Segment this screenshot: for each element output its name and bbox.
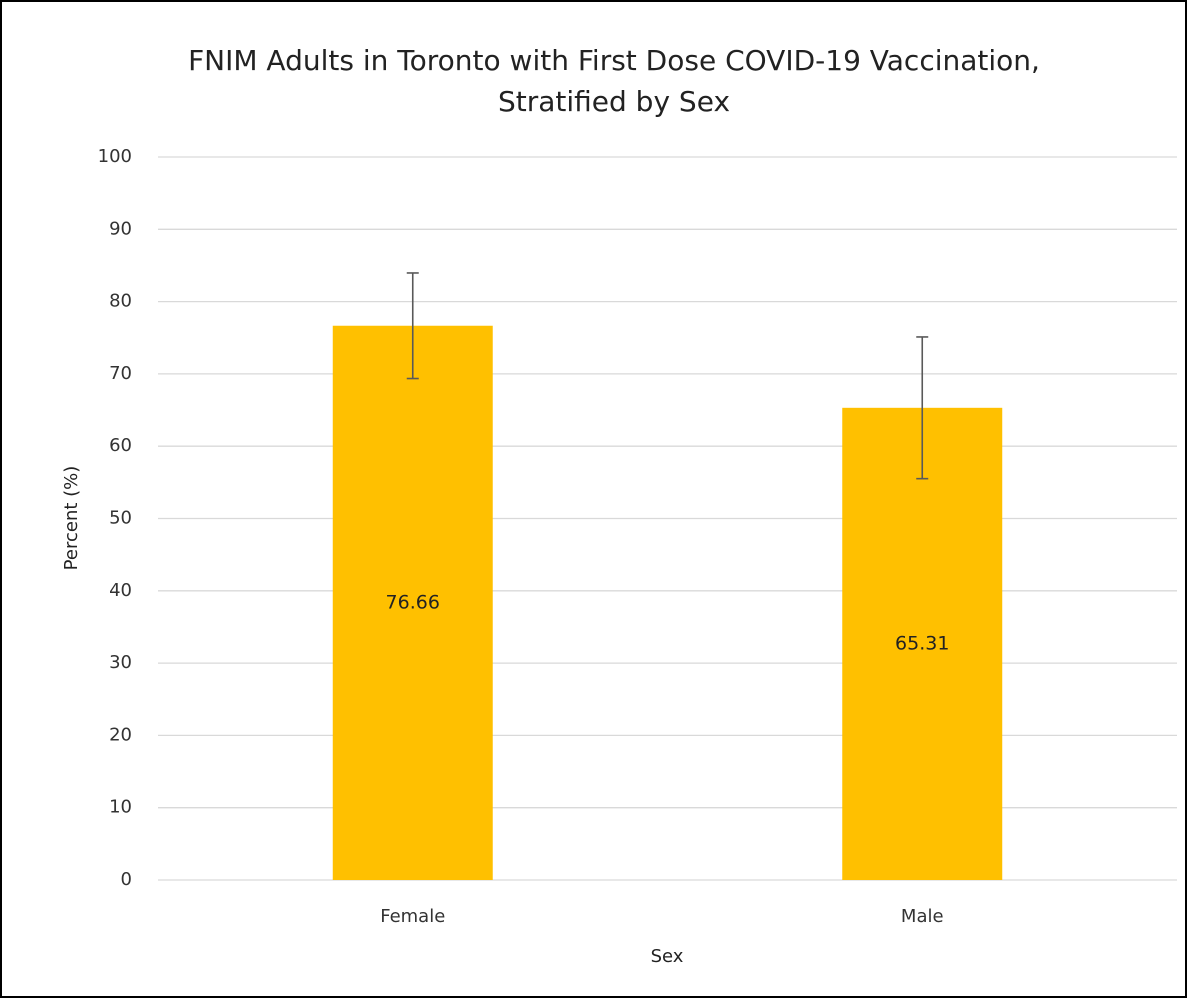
chart-title: Stratified by Sex	[498, 85, 730, 118]
y-tick-label: 70	[109, 363, 132, 384]
y-tick-label: 0	[121, 869, 132, 890]
y-tick-label: 40	[109, 580, 132, 601]
bar	[842, 407, 1003, 880]
data-label: 65.31	[895, 632, 949, 654]
y-axis-label: Percent (%)	[61, 466, 82, 571]
y-tick-label: 20	[109, 724, 132, 745]
y-tick-label: 10	[109, 797, 132, 818]
y-tick-label: 100	[98, 146, 132, 167]
y-tick-label: 30	[109, 652, 132, 673]
data-label: 76.66	[386, 591, 440, 613]
y-tick-label: 50	[109, 508, 132, 529]
x-axis-label: Sex	[651, 946, 684, 967]
y-tick-label: 60	[109, 435, 132, 456]
chart-title: FNIM Adults in Toronto with First Dose C…	[188, 44, 1040, 77]
x-tick-label: Female	[380, 906, 445, 927]
y-tick-label: 90	[109, 218, 132, 239]
x-tick-label: Male	[901, 906, 944, 927]
bar	[332, 325, 493, 881]
y-tick-label: 80	[109, 291, 132, 312]
